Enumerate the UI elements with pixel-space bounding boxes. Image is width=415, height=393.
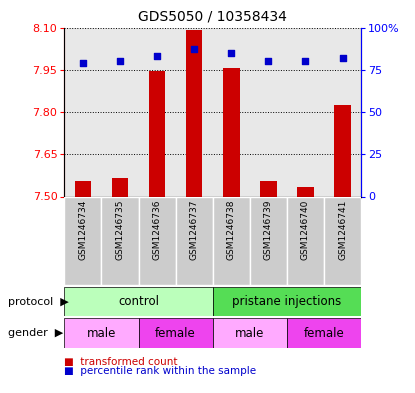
- Point: [117, 58, 123, 64]
- Bar: [101, 28, 139, 196]
- Bar: [250, 196, 287, 285]
- Text: GSM1246741: GSM1246741: [338, 199, 347, 259]
- Text: female: female: [304, 327, 344, 340]
- Text: GSM1246737: GSM1246737: [190, 199, 199, 260]
- Point: [265, 58, 272, 64]
- Point: [154, 53, 160, 59]
- Bar: [297, 187, 314, 196]
- Text: GSM1246738: GSM1246738: [227, 199, 236, 260]
- Bar: [324, 196, 361, 285]
- Title: GDS5050 / 10358434: GDS5050 / 10358434: [138, 9, 287, 24]
- Text: control: control: [118, 295, 159, 308]
- Bar: [176, 28, 213, 196]
- Text: GSM1246740: GSM1246740: [301, 199, 310, 259]
- Text: ■  percentile rank within the sample: ■ percentile rank within the sample: [64, 366, 256, 376]
- Bar: [64, 318, 139, 348]
- Bar: [223, 68, 239, 196]
- Point: [191, 46, 198, 53]
- Bar: [75, 181, 91, 196]
- Point: [80, 60, 86, 66]
- Text: gender  ▶: gender ▶: [8, 328, 63, 338]
- Bar: [139, 28, 176, 196]
- Bar: [287, 28, 324, 196]
- Text: male: male: [235, 327, 264, 340]
- Text: pristane injections: pristane injections: [232, 295, 342, 308]
- Bar: [213, 28, 250, 196]
- Bar: [139, 318, 213, 348]
- Bar: [64, 28, 101, 196]
- Bar: [334, 105, 351, 196]
- Text: GSM1246736: GSM1246736: [153, 199, 161, 260]
- Text: female: female: [155, 327, 196, 340]
- Text: male: male: [87, 327, 116, 340]
- Point: [339, 55, 346, 61]
- Bar: [324, 28, 361, 196]
- Bar: [186, 30, 203, 196]
- Bar: [250, 28, 287, 196]
- Bar: [112, 178, 128, 196]
- Bar: [64, 196, 101, 285]
- Text: ■  transformed count: ■ transformed count: [64, 356, 178, 367]
- Text: GSM1246735: GSM1246735: [115, 199, 124, 260]
- Bar: [101, 196, 139, 285]
- Text: GSM1246734: GSM1246734: [78, 199, 88, 259]
- Bar: [213, 287, 361, 316]
- Bar: [260, 181, 277, 196]
- Bar: [149, 71, 166, 196]
- Text: GSM1246739: GSM1246739: [264, 199, 273, 260]
- Text: protocol  ▶: protocol ▶: [8, 297, 69, 307]
- Bar: [287, 196, 324, 285]
- Bar: [213, 196, 250, 285]
- Bar: [213, 318, 287, 348]
- Point: [228, 50, 234, 56]
- Bar: [64, 287, 213, 316]
- Bar: [139, 196, 176, 285]
- Point: [302, 58, 309, 64]
- Bar: [287, 318, 361, 348]
- Bar: [176, 196, 213, 285]
